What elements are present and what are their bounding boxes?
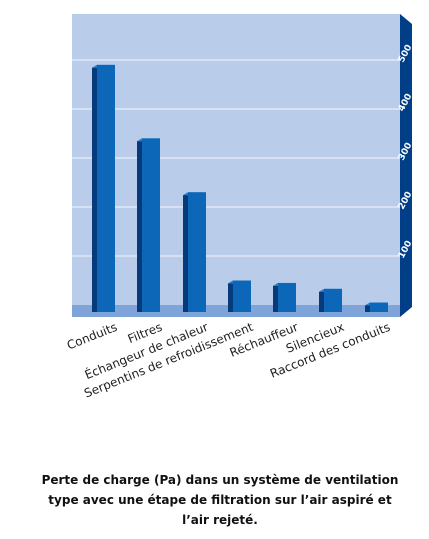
bar-front <box>370 302 388 312</box>
chart-caption: Perte de charge (Pa) dans un système de … <box>41 473 399 527</box>
bar-side <box>183 192 188 312</box>
bar-side <box>137 138 142 312</box>
bar-side <box>92 64 97 313</box>
bar-front <box>233 280 251 312</box>
bar <box>228 280 251 312</box>
bar-front <box>97 64 115 313</box>
bar-side <box>273 282 278 312</box>
side-wall <box>400 14 412 317</box>
plot-background <box>72 14 400 317</box>
bar <box>183 192 206 312</box>
chart-frame <box>72 14 412 317</box>
bar-front <box>324 288 342 312</box>
bar-front <box>142 138 160 312</box>
bar-side <box>319 288 324 312</box>
bar <box>92 64 115 313</box>
bar-front <box>278 282 296 312</box>
bars <box>92 64 388 313</box>
bar <box>273 282 296 312</box>
gridlines <box>72 59 400 257</box>
bar <box>137 138 160 312</box>
category-label: Conduits <box>65 320 119 353</box>
bar <box>319 288 342 312</box>
bar-front <box>188 192 206 312</box>
bar-side <box>228 280 233 312</box>
bar <box>365 302 388 312</box>
